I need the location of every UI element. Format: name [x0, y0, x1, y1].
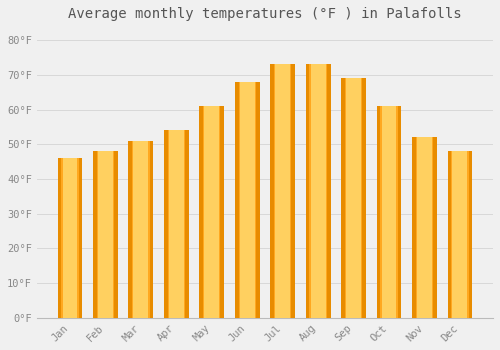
Bar: [412, 137, 416, 318]
Bar: [128, 141, 154, 318]
Bar: [468, 151, 472, 318]
Bar: [448, 151, 451, 318]
Bar: [114, 151, 118, 318]
Bar: [256, 82, 260, 318]
Bar: [185, 131, 188, 318]
Bar: [200, 106, 203, 318]
Bar: [200, 106, 224, 318]
Bar: [169, 131, 184, 318]
Bar: [220, 106, 224, 318]
Bar: [448, 151, 472, 318]
Bar: [204, 106, 219, 318]
Bar: [310, 64, 326, 318]
Bar: [150, 141, 154, 318]
Bar: [128, 141, 132, 318]
Bar: [164, 131, 188, 318]
Bar: [376, 106, 402, 318]
Bar: [235, 82, 238, 318]
Bar: [58, 158, 62, 318]
Bar: [235, 82, 260, 318]
Bar: [362, 78, 366, 318]
Bar: [270, 64, 274, 318]
Bar: [382, 106, 396, 318]
Bar: [327, 64, 330, 318]
Bar: [452, 151, 468, 318]
Bar: [93, 151, 118, 318]
Bar: [98, 151, 113, 318]
Bar: [275, 64, 290, 318]
Bar: [417, 137, 432, 318]
Bar: [412, 137, 437, 318]
Bar: [62, 158, 78, 318]
Bar: [93, 151, 96, 318]
Bar: [78, 158, 82, 318]
Bar: [306, 64, 310, 318]
Bar: [376, 106, 380, 318]
Bar: [134, 141, 148, 318]
Bar: [346, 78, 361, 318]
Bar: [240, 82, 254, 318]
Title: Average monthly temperatures (°F ) in Palafolls: Average monthly temperatures (°F ) in Pa…: [68, 7, 462, 21]
Bar: [306, 64, 330, 318]
Bar: [164, 131, 168, 318]
Bar: [398, 106, 402, 318]
Bar: [58, 158, 82, 318]
Bar: [341, 78, 366, 318]
Bar: [341, 78, 345, 318]
Bar: [433, 137, 437, 318]
Bar: [292, 64, 295, 318]
Bar: [270, 64, 295, 318]
